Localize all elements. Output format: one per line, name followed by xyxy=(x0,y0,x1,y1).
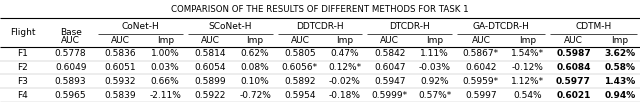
Text: 1.12%*: 1.12%* xyxy=(511,77,544,86)
Text: COMPARISON OF THE RESULTS OF DIFFERENT METHODS FOR TASK 1: COMPARISON OF THE RESULTS OF DIFFERENT M… xyxy=(171,5,468,14)
Text: 0.5836: 0.5836 xyxy=(104,49,136,58)
Text: 3.62%: 3.62% xyxy=(604,49,636,58)
Text: AUC: AUC xyxy=(472,36,490,45)
Text: 0.5842: 0.5842 xyxy=(374,49,405,58)
Text: F1: F1 xyxy=(17,49,28,58)
Text: -0.12%: -0.12% xyxy=(511,63,543,72)
Text: CDTM-H: CDTM-H xyxy=(575,22,612,30)
Text: 1.54%*: 1.54%* xyxy=(511,49,544,58)
Text: 0.5954: 0.5954 xyxy=(284,91,316,100)
Text: 0.5814: 0.5814 xyxy=(195,49,226,58)
Text: 0.5778: 0.5778 xyxy=(55,49,86,58)
Text: 0.5999*: 0.5999* xyxy=(372,91,408,100)
Text: -0.18%: -0.18% xyxy=(329,91,361,100)
Text: Imp: Imp xyxy=(246,36,264,45)
Text: SCoNet-H: SCoNet-H xyxy=(209,22,252,30)
Text: AUC: AUC xyxy=(61,36,80,45)
Text: F3: F3 xyxy=(17,77,28,86)
Text: Flight: Flight xyxy=(10,28,36,37)
Text: 0.47%: 0.47% xyxy=(330,49,359,58)
Text: 0.5997: 0.5997 xyxy=(465,91,497,100)
Text: 0.5959*: 0.5959* xyxy=(463,77,499,86)
Text: 0.6047: 0.6047 xyxy=(374,63,405,72)
Text: 0.5805: 0.5805 xyxy=(284,49,316,58)
Text: Imp: Imp xyxy=(157,36,174,45)
Text: F4: F4 xyxy=(17,91,28,100)
Text: 0.6054: 0.6054 xyxy=(195,63,226,72)
Text: -2.11%: -2.11% xyxy=(149,91,181,100)
Text: 0.12%*: 0.12%* xyxy=(328,63,362,72)
Text: 0.6042: 0.6042 xyxy=(465,63,497,72)
Text: 0.10%: 0.10% xyxy=(241,77,269,86)
Text: 0.5977: 0.5977 xyxy=(556,77,591,86)
Text: 0.03%: 0.03% xyxy=(151,63,180,72)
Text: 0.5893: 0.5893 xyxy=(55,77,86,86)
Text: 0.08%: 0.08% xyxy=(241,63,269,72)
Text: Imp: Imp xyxy=(426,36,443,45)
Text: Imp: Imp xyxy=(611,36,628,45)
Text: 0.6049: 0.6049 xyxy=(55,63,86,72)
Text: 0.6056*: 0.6056* xyxy=(282,63,318,72)
Text: Imp: Imp xyxy=(336,36,353,45)
Text: 0.6051: 0.6051 xyxy=(104,63,136,72)
Text: 0.5899: 0.5899 xyxy=(195,77,226,86)
Text: 0.5867*: 0.5867* xyxy=(463,49,499,58)
Text: -0.03%: -0.03% xyxy=(419,63,451,72)
Text: AUC: AUC xyxy=(564,36,583,45)
Text: 1.43%: 1.43% xyxy=(604,77,636,86)
Text: AUC: AUC xyxy=(380,36,399,45)
Text: DDTCDR-H: DDTCDR-H xyxy=(296,22,344,30)
Text: 0.94%: 0.94% xyxy=(604,91,636,100)
Text: Imp: Imp xyxy=(518,36,536,45)
Text: 0.57%*: 0.57%* xyxy=(418,91,451,100)
Text: CoNet-H: CoNet-H xyxy=(122,22,159,30)
Text: F2: F2 xyxy=(17,63,28,72)
Text: -0.02%: -0.02% xyxy=(329,77,361,86)
Text: AUC: AUC xyxy=(201,36,220,45)
Text: 0.5892: 0.5892 xyxy=(284,77,316,86)
Text: 0.58%: 0.58% xyxy=(604,63,636,72)
Text: 1.11%: 1.11% xyxy=(420,49,449,58)
Text: 0.62%: 0.62% xyxy=(241,49,269,58)
Text: 0.6021: 0.6021 xyxy=(556,91,591,100)
Text: 0.5839: 0.5839 xyxy=(104,91,136,100)
Text: 0.5947: 0.5947 xyxy=(374,77,405,86)
Text: AUC: AUC xyxy=(111,36,130,45)
Text: 0.5922: 0.5922 xyxy=(195,91,226,100)
Text: -0.72%: -0.72% xyxy=(239,91,271,100)
Text: 0.5965: 0.5965 xyxy=(55,91,86,100)
Text: 0.5987: 0.5987 xyxy=(556,49,591,58)
Text: GA-DTCDR-H: GA-DTCDR-H xyxy=(472,22,529,30)
Text: Base: Base xyxy=(60,28,82,37)
Text: 0.92%: 0.92% xyxy=(420,77,449,86)
Text: 0.6084: 0.6084 xyxy=(556,63,591,72)
Text: 0.66%: 0.66% xyxy=(151,77,180,86)
Text: AUC: AUC xyxy=(291,36,309,45)
Text: 0.54%: 0.54% xyxy=(513,91,541,100)
Text: 1.00%: 1.00% xyxy=(151,49,180,58)
Text: 0.5932: 0.5932 xyxy=(104,77,136,86)
Text: DTCDR-H: DTCDR-H xyxy=(389,22,430,30)
